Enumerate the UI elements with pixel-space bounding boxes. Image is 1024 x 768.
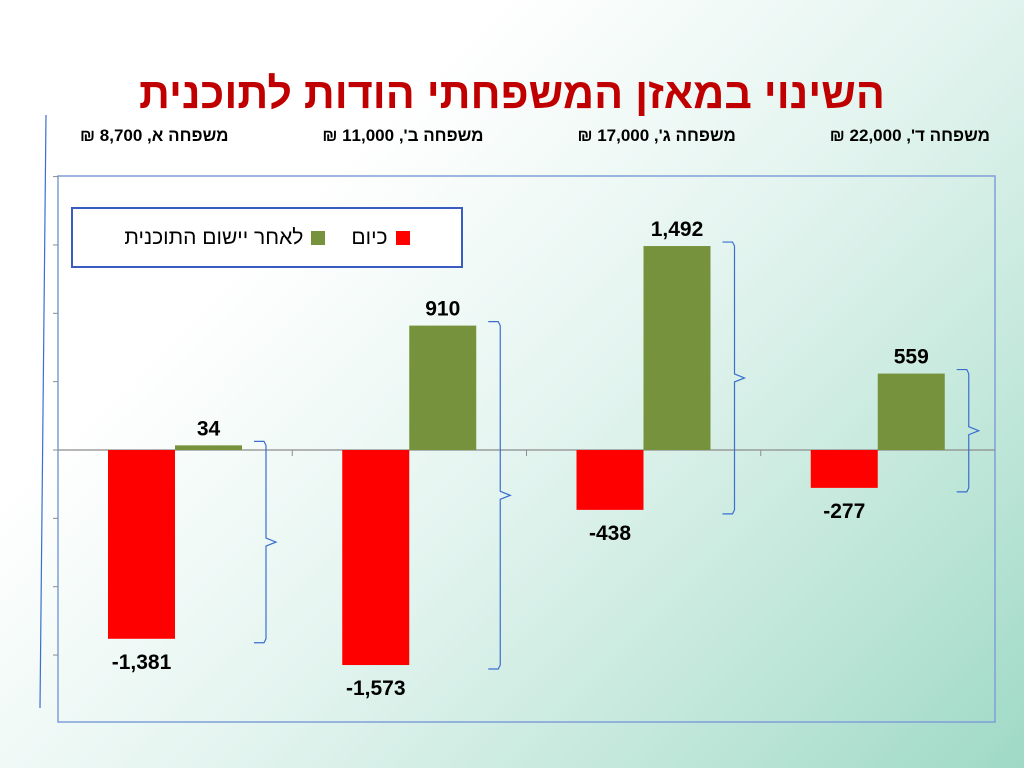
data-label-after-2: 910 [425, 298, 460, 321]
bar-after-4 [877, 373, 945, 450]
legend-item-after: לאחר יישום התוכנית [124, 225, 326, 250]
bar-today-4 [810, 450, 878, 488]
bar-after-3 [643, 246, 711, 450]
range-brace-4 [956, 368, 981, 493]
range-brace-1 [254, 440, 278, 644]
annotation-vertical-line [39, 114, 47, 709]
range-brace-3 [722, 241, 747, 515]
labels-layer: -1,381 34 -1,573 910 -438 1,492 -277 559 [112, 218, 929, 700]
data-label-today-1: -1,381 [112, 651, 172, 674]
legend-swatch-today [395, 230, 410, 245]
data-label-after-1: 34 [197, 417, 221, 440]
bar-after-2 [409, 325, 477, 450]
bar-after-1 [175, 445, 242, 450]
plot-frame [57, 175, 996, 723]
data-label-today-4: -277 [823, 500, 865, 523]
family-d-label: משפחה ד', 22,000 ₪ [829, 126, 990, 145]
page-title: השינוי במאזן המשפחתי הודות לתוכנית [139, 70, 885, 118]
family-a-label: משפחה א, 8,700 ₪ [80, 126, 229, 145]
range-brace-2 [488, 321, 512, 670]
data-label-after-4: 559 [894, 346, 929, 369]
legend-label-after: לאחר יישום התוכנית [124, 225, 304, 249]
data-label-today-2: -1,573 [346, 677, 406, 700]
legend-label-today: כיום [351, 225, 388, 249]
data-label-today-3: -438 [589, 522, 631, 545]
bars-layer [108, 246, 945, 666]
legend: כיום לאחר יישום התוכנית [71, 207, 463, 268]
family-c-label: משפחה ג', 17,000 ₪ [577, 126, 736, 145]
family-income-row: משפחה ד', 22,000 ₪ משפחה ג', 17,000 ₪ מש… [80, 126, 990, 150]
legend-item-today: כיום [351, 225, 410, 250]
legend-swatch-after [311, 230, 326, 245]
bar-today-1 [108, 450, 175, 639]
braces-layer [254, 241, 981, 670]
bar-today-3 [576, 450, 644, 510]
bar-today-2 [342, 450, 410, 666]
data-label-after-3: 1,492 [651, 218, 704, 241]
family-b-label: משפחה ב', 11,000 ₪ [322, 126, 484, 145]
